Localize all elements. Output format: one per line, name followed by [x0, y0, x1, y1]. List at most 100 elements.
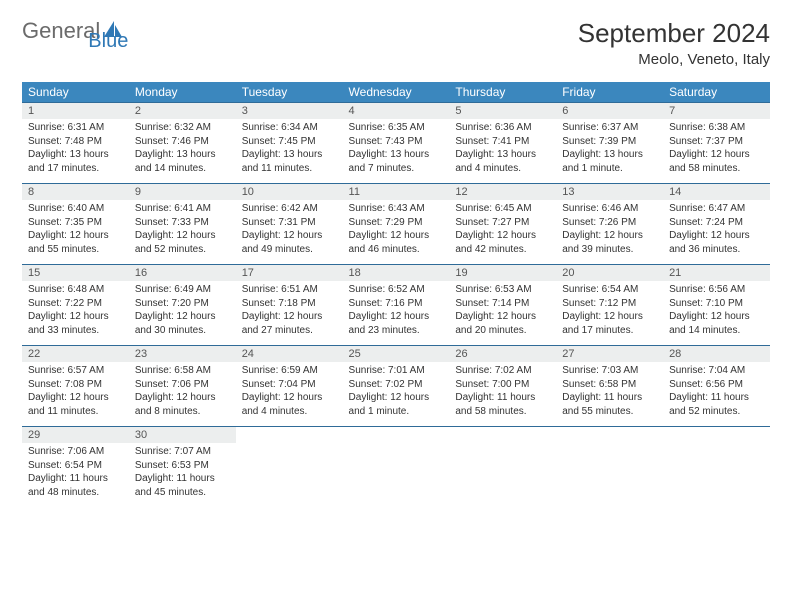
sunset-text: Sunset: 7:43 PM [349, 135, 444, 149]
day-number: 1 [22, 103, 129, 120]
daylight-text: Daylight: 12 hours and 27 minutes. [242, 310, 337, 337]
title-block: September 2024 Meolo, Veneto, Italy [578, 18, 770, 68]
day-number: 3 [236, 103, 343, 120]
sunset-text: Sunset: 7:48 PM [28, 135, 123, 149]
sunset-text: Sunset: 7:00 PM [455, 378, 550, 392]
day-details: Sunrise: 6:56 AMSunset: 7:10 PMDaylight:… [663, 281, 770, 346]
daylight-text: Daylight: 13 hours and 14 minutes. [135, 148, 230, 175]
day-details: Sunrise: 7:01 AMSunset: 7:02 PMDaylight:… [343, 362, 450, 427]
day-number: 12 [449, 184, 556, 201]
daylight-text: Daylight: 12 hours and 17 minutes. [562, 310, 657, 337]
empty-cell [236, 443, 343, 507]
sunset-text: Sunset: 7:46 PM [135, 135, 230, 149]
sunrise-text: Sunrise: 6:34 AM [242, 121, 337, 135]
empty-cell [556, 443, 663, 507]
sunset-text: Sunset: 7:22 PM [28, 297, 123, 311]
sunrise-text: Sunrise: 6:47 AM [669, 202, 764, 216]
sunset-text: Sunset: 7:26 PM [562, 216, 657, 230]
empty-cell [663, 443, 770, 507]
empty-cell [236, 427, 343, 444]
calendar-table: SundayMondayTuesdayWednesdayThursdayFrid… [22, 82, 770, 507]
day-number: 25 [343, 346, 450, 363]
sunset-text: Sunset: 7:18 PM [242, 297, 337, 311]
day-details: Sunrise: 6:49 AMSunset: 7:20 PMDaylight:… [129, 281, 236, 346]
day-number: 18 [343, 265, 450, 282]
sunrise-text: Sunrise: 6:46 AM [562, 202, 657, 216]
day-number: 17 [236, 265, 343, 282]
day-number: 28 [663, 346, 770, 363]
day-number: 20 [556, 265, 663, 282]
day-details: Sunrise: 6:40 AMSunset: 7:35 PMDaylight:… [22, 200, 129, 265]
weekday-saturday: Saturday [663, 82, 770, 103]
day-details: Sunrise: 7:07 AMSunset: 6:53 PMDaylight:… [129, 443, 236, 507]
sunrise-text: Sunrise: 6:57 AM [28, 364, 123, 378]
empty-cell [343, 427, 450, 444]
day-number: 2 [129, 103, 236, 120]
daylight-text: Daylight: 11 hours and 52 minutes. [669, 391, 764, 418]
day-details: Sunrise: 7:02 AMSunset: 7:00 PMDaylight:… [449, 362, 556, 427]
sunset-text: Sunset: 7:16 PM [349, 297, 444, 311]
day-details: Sunrise: 7:06 AMSunset: 6:54 PMDaylight:… [22, 443, 129, 507]
date-number-row: 15161718192021 [22, 265, 770, 282]
day-number: 21 [663, 265, 770, 282]
daylight-text: Daylight: 11 hours and 48 minutes. [28, 472, 123, 499]
day-details: Sunrise: 6:52 AMSunset: 7:16 PMDaylight:… [343, 281, 450, 346]
sunset-text: Sunset: 6:53 PM [135, 459, 230, 473]
empty-cell [449, 427, 556, 444]
daylight-text: Daylight: 13 hours and 1 minute. [562, 148, 657, 175]
day-details: Sunrise: 6:42 AMSunset: 7:31 PMDaylight:… [236, 200, 343, 265]
day-number: 30 [129, 427, 236, 444]
location: Meolo, Veneto, Italy [578, 51, 770, 68]
day-number: 5 [449, 103, 556, 120]
sunrise-text: Sunrise: 6:51 AM [242, 283, 337, 297]
day-number: 9 [129, 184, 236, 201]
date-detail-row: Sunrise: 6:31 AMSunset: 7:48 PMDaylight:… [22, 119, 770, 184]
day-number: 19 [449, 265, 556, 282]
empty-cell [556, 427, 663, 444]
day-number: 11 [343, 184, 450, 201]
day-details: Sunrise: 6:59 AMSunset: 7:04 PMDaylight:… [236, 362, 343, 427]
sunset-text: Sunset: 6:54 PM [28, 459, 123, 473]
day-details: Sunrise: 6:37 AMSunset: 7:39 PMDaylight:… [556, 119, 663, 184]
sunset-text: Sunset: 6:56 PM [669, 378, 764, 392]
sunset-text: Sunset: 7:20 PM [135, 297, 230, 311]
sunrise-text: Sunrise: 6:42 AM [242, 202, 337, 216]
sunrise-text: Sunrise: 7:06 AM [28, 445, 123, 459]
daylight-text: Daylight: 12 hours and 42 minutes. [455, 229, 550, 256]
sunrise-text: Sunrise: 6:59 AM [242, 364, 337, 378]
month-title: September 2024 [578, 18, 770, 49]
day-details: Sunrise: 6:46 AMSunset: 7:26 PMDaylight:… [556, 200, 663, 265]
sunrise-text: Sunrise: 7:02 AM [455, 364, 550, 378]
daylight-text: Daylight: 11 hours and 45 minutes. [135, 472, 230, 499]
weekday-tuesday: Tuesday [236, 82, 343, 103]
day-details: Sunrise: 6:45 AMSunset: 7:27 PMDaylight:… [449, 200, 556, 265]
daylight-text: Daylight: 12 hours and 33 minutes. [28, 310, 123, 337]
empty-cell [663, 427, 770, 444]
date-number-row: 891011121314 [22, 184, 770, 201]
sunrise-text: Sunrise: 6:56 AM [669, 283, 764, 297]
weekday-thursday: Thursday [449, 82, 556, 103]
date-number-row: 22232425262728 [22, 346, 770, 363]
day-number: 15 [22, 265, 129, 282]
day-details: Sunrise: 6:47 AMSunset: 7:24 PMDaylight:… [663, 200, 770, 265]
day-number: 7 [663, 103, 770, 120]
date-number-row: 1234567 [22, 103, 770, 120]
daylight-text: Daylight: 12 hours and 36 minutes. [669, 229, 764, 256]
day-details: Sunrise: 7:03 AMSunset: 6:58 PMDaylight:… [556, 362, 663, 427]
sunset-text: Sunset: 7:31 PM [242, 216, 337, 230]
sunrise-text: Sunrise: 6:45 AM [455, 202, 550, 216]
sunrise-text: Sunrise: 7:01 AM [349, 364, 444, 378]
sunrise-text: Sunrise: 6:48 AM [28, 283, 123, 297]
sunrise-text: Sunrise: 7:03 AM [562, 364, 657, 378]
daylight-text: Daylight: 12 hours and 20 minutes. [455, 310, 550, 337]
sunset-text: Sunset: 7:37 PM [669, 135, 764, 149]
daylight-text: Daylight: 12 hours and 55 minutes. [28, 229, 123, 256]
empty-cell [449, 443, 556, 507]
sunset-text: Sunset: 7:45 PM [242, 135, 337, 149]
day-number: 6 [556, 103, 663, 120]
date-detail-row: Sunrise: 7:06 AMSunset: 6:54 PMDaylight:… [22, 443, 770, 507]
day-details: Sunrise: 6:38 AMSunset: 7:37 PMDaylight:… [663, 119, 770, 184]
daylight-text: Daylight: 11 hours and 55 minutes. [562, 391, 657, 418]
daylight-text: Daylight: 12 hours and 1 minute. [349, 391, 444, 418]
date-number-row: 2930 [22, 427, 770, 444]
